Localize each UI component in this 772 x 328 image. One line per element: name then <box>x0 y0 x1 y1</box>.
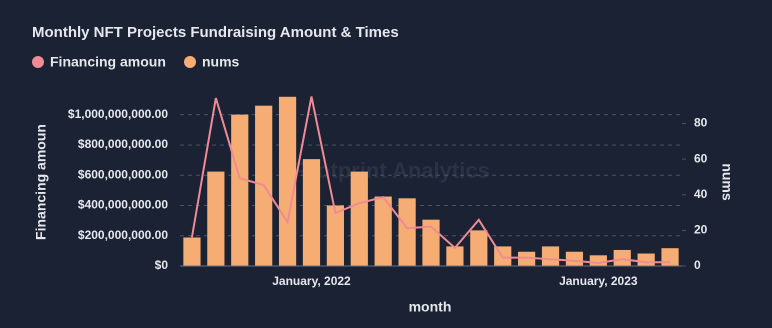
y2-axis-title: nums <box>719 163 735 201</box>
y2-tick-label: 60 <box>694 151 708 165</box>
y2-tick-label: 80 <box>694 116 708 130</box>
legend-label: Financing amoun <box>50 54 166 70</box>
bar <box>661 248 679 266</box>
y-tick-label: $1,000,000,000.00 <box>68 107 168 121</box>
bar <box>302 159 321 266</box>
bar <box>470 230 488 266</box>
bar <box>231 114 249 266</box>
y2-tick-label: 40 <box>694 187 708 201</box>
bar <box>374 196 392 266</box>
y-tick-label: $0 <box>155 258 169 272</box>
x-tick-label: January, 2022 <box>272 274 351 288</box>
y2-tick-label: 0 <box>694 258 701 272</box>
bar <box>589 255 607 266</box>
watermark: Footprint Analytics <box>290 158 490 183</box>
y2-tick-label: 20 <box>694 223 708 237</box>
legend-marker <box>32 56 44 68</box>
bar <box>326 205 344 266</box>
x-axis-title: month <box>409 299 452 315</box>
bar <box>565 251 584 266</box>
bar <box>278 96 297 266</box>
legend-marker <box>184 56 196 68</box>
bar <box>637 253 655 266</box>
y-tick-label: $800,000,000.00 <box>78 137 168 151</box>
x-tick-label: January, 2023 <box>559 274 638 288</box>
bar <box>446 246 464 266</box>
bar <box>541 246 560 266</box>
bar <box>183 237 201 266</box>
bar <box>207 171 225 266</box>
y-tick-label: $600,000,000.00 <box>78 167 168 181</box>
bar <box>350 171 368 266</box>
y-tick-label: $400,000,000.00 <box>78 198 168 212</box>
bar <box>398 198 416 266</box>
bar <box>613 249 631 266</box>
chart-title: Monthly NFT Projects Fundraising Amount … <box>32 24 399 41</box>
line <box>190 96 671 264</box>
y-tick-label: $200,000,000.00 <box>78 228 168 242</box>
y-axis-title: Financing amoun <box>33 124 49 240</box>
bar <box>518 251 536 266</box>
legend-label: nums <box>202 54 240 70</box>
